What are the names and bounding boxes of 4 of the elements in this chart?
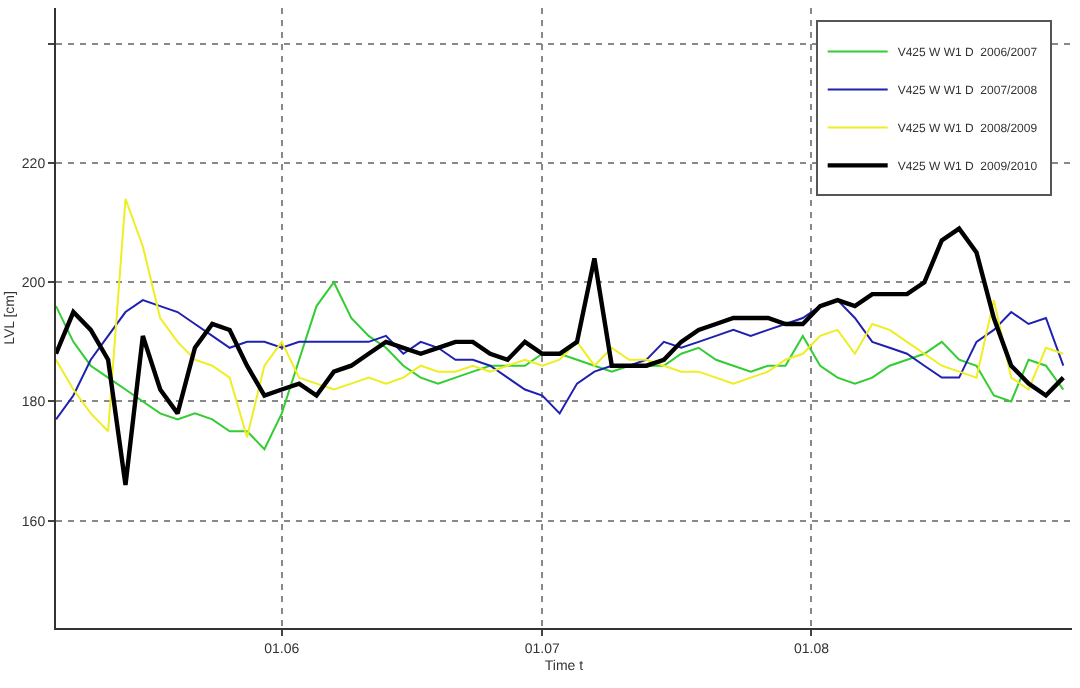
line-series (56, 226, 1066, 488)
line-series (56, 299, 1065, 421)
line-series (56, 281, 1065, 451)
line-series (56, 197, 1065, 439)
